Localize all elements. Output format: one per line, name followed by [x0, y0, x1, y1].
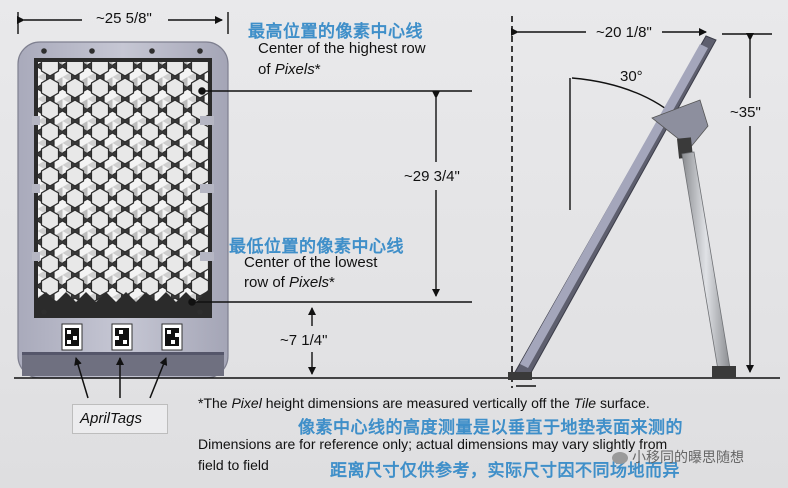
footnote-measurement: *The Pixel height dimensions are measure… [198, 395, 650, 411]
highest-row-en-line1: Center of the highest row [258, 40, 426, 57]
footnote-reference-line1: Dimensions are for reference only; actua… [198, 436, 668, 452]
side-panel [513, 35, 717, 379]
top-depth-label: ~20 1/8" [596, 24, 652, 41]
lowest-row-en-line2: row of Pixels* [244, 274, 335, 291]
pixel-row-leaders [188, 87, 472, 306]
bottom-offset-label: ~7 1/4" [280, 332, 328, 349]
panel-width-label: ~25 5/8" [96, 10, 152, 27]
front-panel [17, 41, 229, 379]
footnote-reference-cn: 距离尺寸仅供参考，实际尺寸因不同场地而异 [330, 461, 680, 480]
tilt-angle-label: 30° [620, 68, 643, 85]
april-tag-right [161, 323, 183, 351]
lowest-row-en-line1: Center of the lowest [244, 254, 378, 271]
april-tags-label: AprilTags [80, 410, 142, 427]
wechat-icon [612, 452, 628, 465]
width-dimension [17, 12, 229, 34]
highest-row-en-line2: of Pixels* [258, 61, 321, 78]
footnote-reference-line2: field to field [198, 457, 269, 473]
lowest-row-cn-label: 最低位置的像素中心线 [229, 237, 404, 256]
support-leg [681, 151, 736, 378]
total-height-label: ~35" [730, 104, 761, 121]
highest-row-cn-label: 最高位置的像素中心线 [248, 22, 423, 41]
total-height-dimension [722, 33, 772, 373]
watermark: 小移同的曝思随想 [612, 447, 744, 467]
april-tag-left [61, 323, 83, 351]
april-tags-box [72, 404, 168, 434]
pixel-span-label: ~29 3/4" [404, 168, 460, 185]
watermark-text: 小移同的曝思随想 [632, 449, 744, 465]
panel-foot [508, 372, 532, 380]
footnote-measurement-cn: 像素中心线的高度测量是以垂直于地垫表面来测的 [298, 418, 683, 437]
april-tag-center [111, 323, 133, 351]
